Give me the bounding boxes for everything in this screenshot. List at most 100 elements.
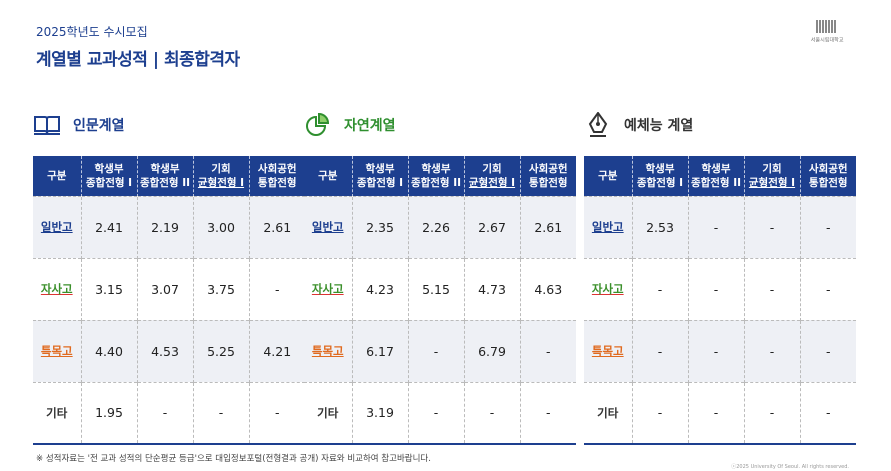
grade-cell: -	[799, 257, 856, 320]
row-label[interactable]: 기타	[304, 381, 352, 445]
grade-cell: -	[631, 381, 688, 445]
row-label[interactable]: 일반고	[33, 195, 81, 258]
table-row-special-school: 특목고 - - - -	[584, 319, 856, 382]
grade-table: 구분 학생부 종합전형 I 학생부 종합전형 II 기회 균형전형 I 사회공헌 통합전형 일반고…	[33, 156, 305, 445]
grade-cell: -	[407, 319, 464, 382]
row-label-text[interactable]: 특목고	[311, 344, 344, 358]
col-header-line1: 기회	[482, 162, 502, 175]
col-header-2: 학생부 종합전형 II	[136, 156, 193, 196]
grade-cell: 1.95	[80, 381, 137, 445]
grade-cell: -	[799, 381, 856, 445]
grade-cell: 5.15	[407, 257, 464, 320]
grade-cell: -	[687, 381, 744, 445]
col-header-line2: 종합전형 II	[139, 176, 191, 189]
col-header-line2: 종합전형 I	[636, 176, 684, 189]
col-header-line1: 학생부	[421, 162, 451, 175]
grade-cell: 5.25	[192, 319, 249, 382]
col-header-line1: 학생부	[365, 162, 395, 175]
grade-cell: 4.23	[351, 257, 408, 320]
col-header-3: 기회 균형전형 I	[463, 156, 520, 196]
group-natural-science: 자연계열 구분 학생부 종합전형 I 학생부 종합전형 II 기회 균형전형 I 사회공헌 통합전…	[304, 110, 576, 445]
group-header: 예체능 계열	[584, 110, 856, 140]
col-header-4: 사회공헌 통합전형	[519, 156, 576, 196]
row-label-text[interactable]: 자사고	[591, 282, 624, 296]
row-label-text[interactable]: 일반고	[311, 220, 344, 234]
grade-cell: -	[248, 381, 305, 445]
row-label-text[interactable]: 기타	[46, 405, 68, 420]
col-header-line2: 종합전형 II	[690, 176, 742, 189]
group-arts-sports: 예체능 계열 구분 학생부 종합전형 I 학생부 종합전형 II 기회 균형전형 I 사회공헌 통…	[584, 110, 856, 445]
group-title: 자연계열	[344, 118, 396, 134]
grade-cell: 2.61	[519, 195, 576, 258]
row-label-text[interactable]: 기타	[597, 405, 619, 420]
group-title: 인문계열	[73, 118, 125, 134]
grade-cell: 3.15	[80, 257, 137, 320]
grade-cell: -	[687, 319, 744, 382]
row-label-text[interactable]: 특목고	[591, 344, 624, 358]
col-header-line1: 기회	[762, 162, 782, 175]
group-title: 예체능 계열	[624, 118, 694, 134]
row-label[interactable]: 자사고	[33, 257, 81, 320]
grade-cell: -	[743, 195, 800, 258]
col-header-line2: 종합전형 I	[85, 176, 133, 189]
group-header: 인문계열	[33, 110, 305, 140]
grade-cell: -	[519, 319, 576, 382]
table-row-general-school: 일반고 2.35 2.26 2.67 2.61	[304, 195, 576, 258]
col-header-line1: 사회공헌	[528, 162, 568, 175]
grade-cell: 2.61	[248, 195, 305, 258]
col-header-3: 기회 균형전형 I	[743, 156, 800, 196]
col-header-line2: 통합전형	[808, 176, 848, 189]
col-header-category: 구분	[304, 156, 352, 196]
row-label[interactable]: 기타	[33, 381, 81, 445]
row-label-text[interactable]: 일반고	[40, 220, 73, 234]
row-label[interactable]: 특목고	[304, 319, 352, 382]
col-header-line2: 종합전형 II	[410, 176, 462, 189]
grade-cell: -	[631, 257, 688, 320]
row-label-text[interactable]: 자사고	[311, 282, 344, 296]
row-label-text[interactable]: 자사고	[40, 282, 73, 296]
col-header-line1: 학생부	[645, 162, 675, 175]
grade-cell: -	[799, 319, 856, 382]
row-label[interactable]: 자사고	[304, 257, 352, 320]
logo-mark-icon	[808, 20, 844, 33]
col-header-4: 사회공헌 통합전형	[799, 156, 856, 196]
grade-cell: 2.53	[631, 195, 688, 258]
table-row-private-school: 자사고 - - - -	[584, 257, 856, 320]
col-header-2: 학생부 종합전형 II	[407, 156, 464, 196]
grade-cell: 4.53	[136, 319, 193, 382]
grade-cell: -	[687, 195, 744, 258]
group-header: 자연계열	[304, 110, 576, 140]
table-row-private-school: 자사고 4.23 5.15 4.73 4.63	[304, 257, 576, 320]
row-label-text[interactable]: 특목고	[40, 344, 73, 358]
col-header-line1: 기회	[211, 162, 231, 175]
grade-cell: 4.40	[80, 319, 137, 382]
row-label[interactable]: 특목고	[33, 319, 81, 382]
table-row-other-school: 기타 3.19- - -	[304, 381, 576, 445]
grade-cell: -	[136, 381, 193, 445]
row-label-text[interactable]: 기타	[317, 405, 339, 420]
row-label[interactable]: 자사고	[584, 257, 632, 320]
grade-cell: 3.75	[192, 257, 249, 320]
col-header-2: 학생부 종합전형 II	[687, 156, 744, 196]
row-label[interactable]: 일반고	[584, 195, 632, 258]
row-label[interactable]: 특목고	[584, 319, 632, 382]
row-label-text[interactable]: 일반고	[591, 220, 624, 234]
grade-cell: -	[799, 195, 856, 258]
copyright: ⓒ2025 University Of Seoul. All rights re…	[731, 464, 849, 470]
table-header-row: 구분 학생부 종합전형 I 학생부 종합전형 II 기회 균형전형 I 사회공헌 통합전형	[304, 156, 576, 196]
group-humanities: 인문계열 구분 학생부 종합전형 I 학생부 종합전형 II 기회 균형전형 I 사회공헌 통합전…	[33, 110, 305, 445]
table-row-general-school: 일반고 2.53- - -	[584, 195, 856, 258]
grade-cell: 3.07	[136, 257, 193, 320]
grade-cell: -	[743, 381, 800, 445]
col-header-line2: 균형전형 I	[468, 176, 516, 189]
col-header-line2: 통합전형	[257, 176, 297, 189]
col-header-4: 사회공헌 통합전형	[248, 156, 305, 196]
col-header-line1: 학생부	[150, 162, 180, 175]
row-label[interactable]: 일반고	[304, 195, 352, 258]
grade-cell: 2.41	[80, 195, 137, 258]
row-label[interactable]: 기타	[584, 381, 632, 445]
grade-table: 구분 학생부 종합전형 I 학생부 종합전형 II 기회 균형전형 I 사회공헌 통합전형 일반고…	[584, 156, 856, 445]
table-header-row: 구분 학생부 종합전형 I 학생부 종합전형 II 기회 균형전형 I 사회공헌 통합전형	[33, 156, 305, 196]
table-header-row: 구분 학생부 종합전형 I 학생부 종합전형 II 기회 균형전형 I 사회공헌 통합전형	[584, 156, 856, 196]
grade-cell: -	[743, 319, 800, 382]
